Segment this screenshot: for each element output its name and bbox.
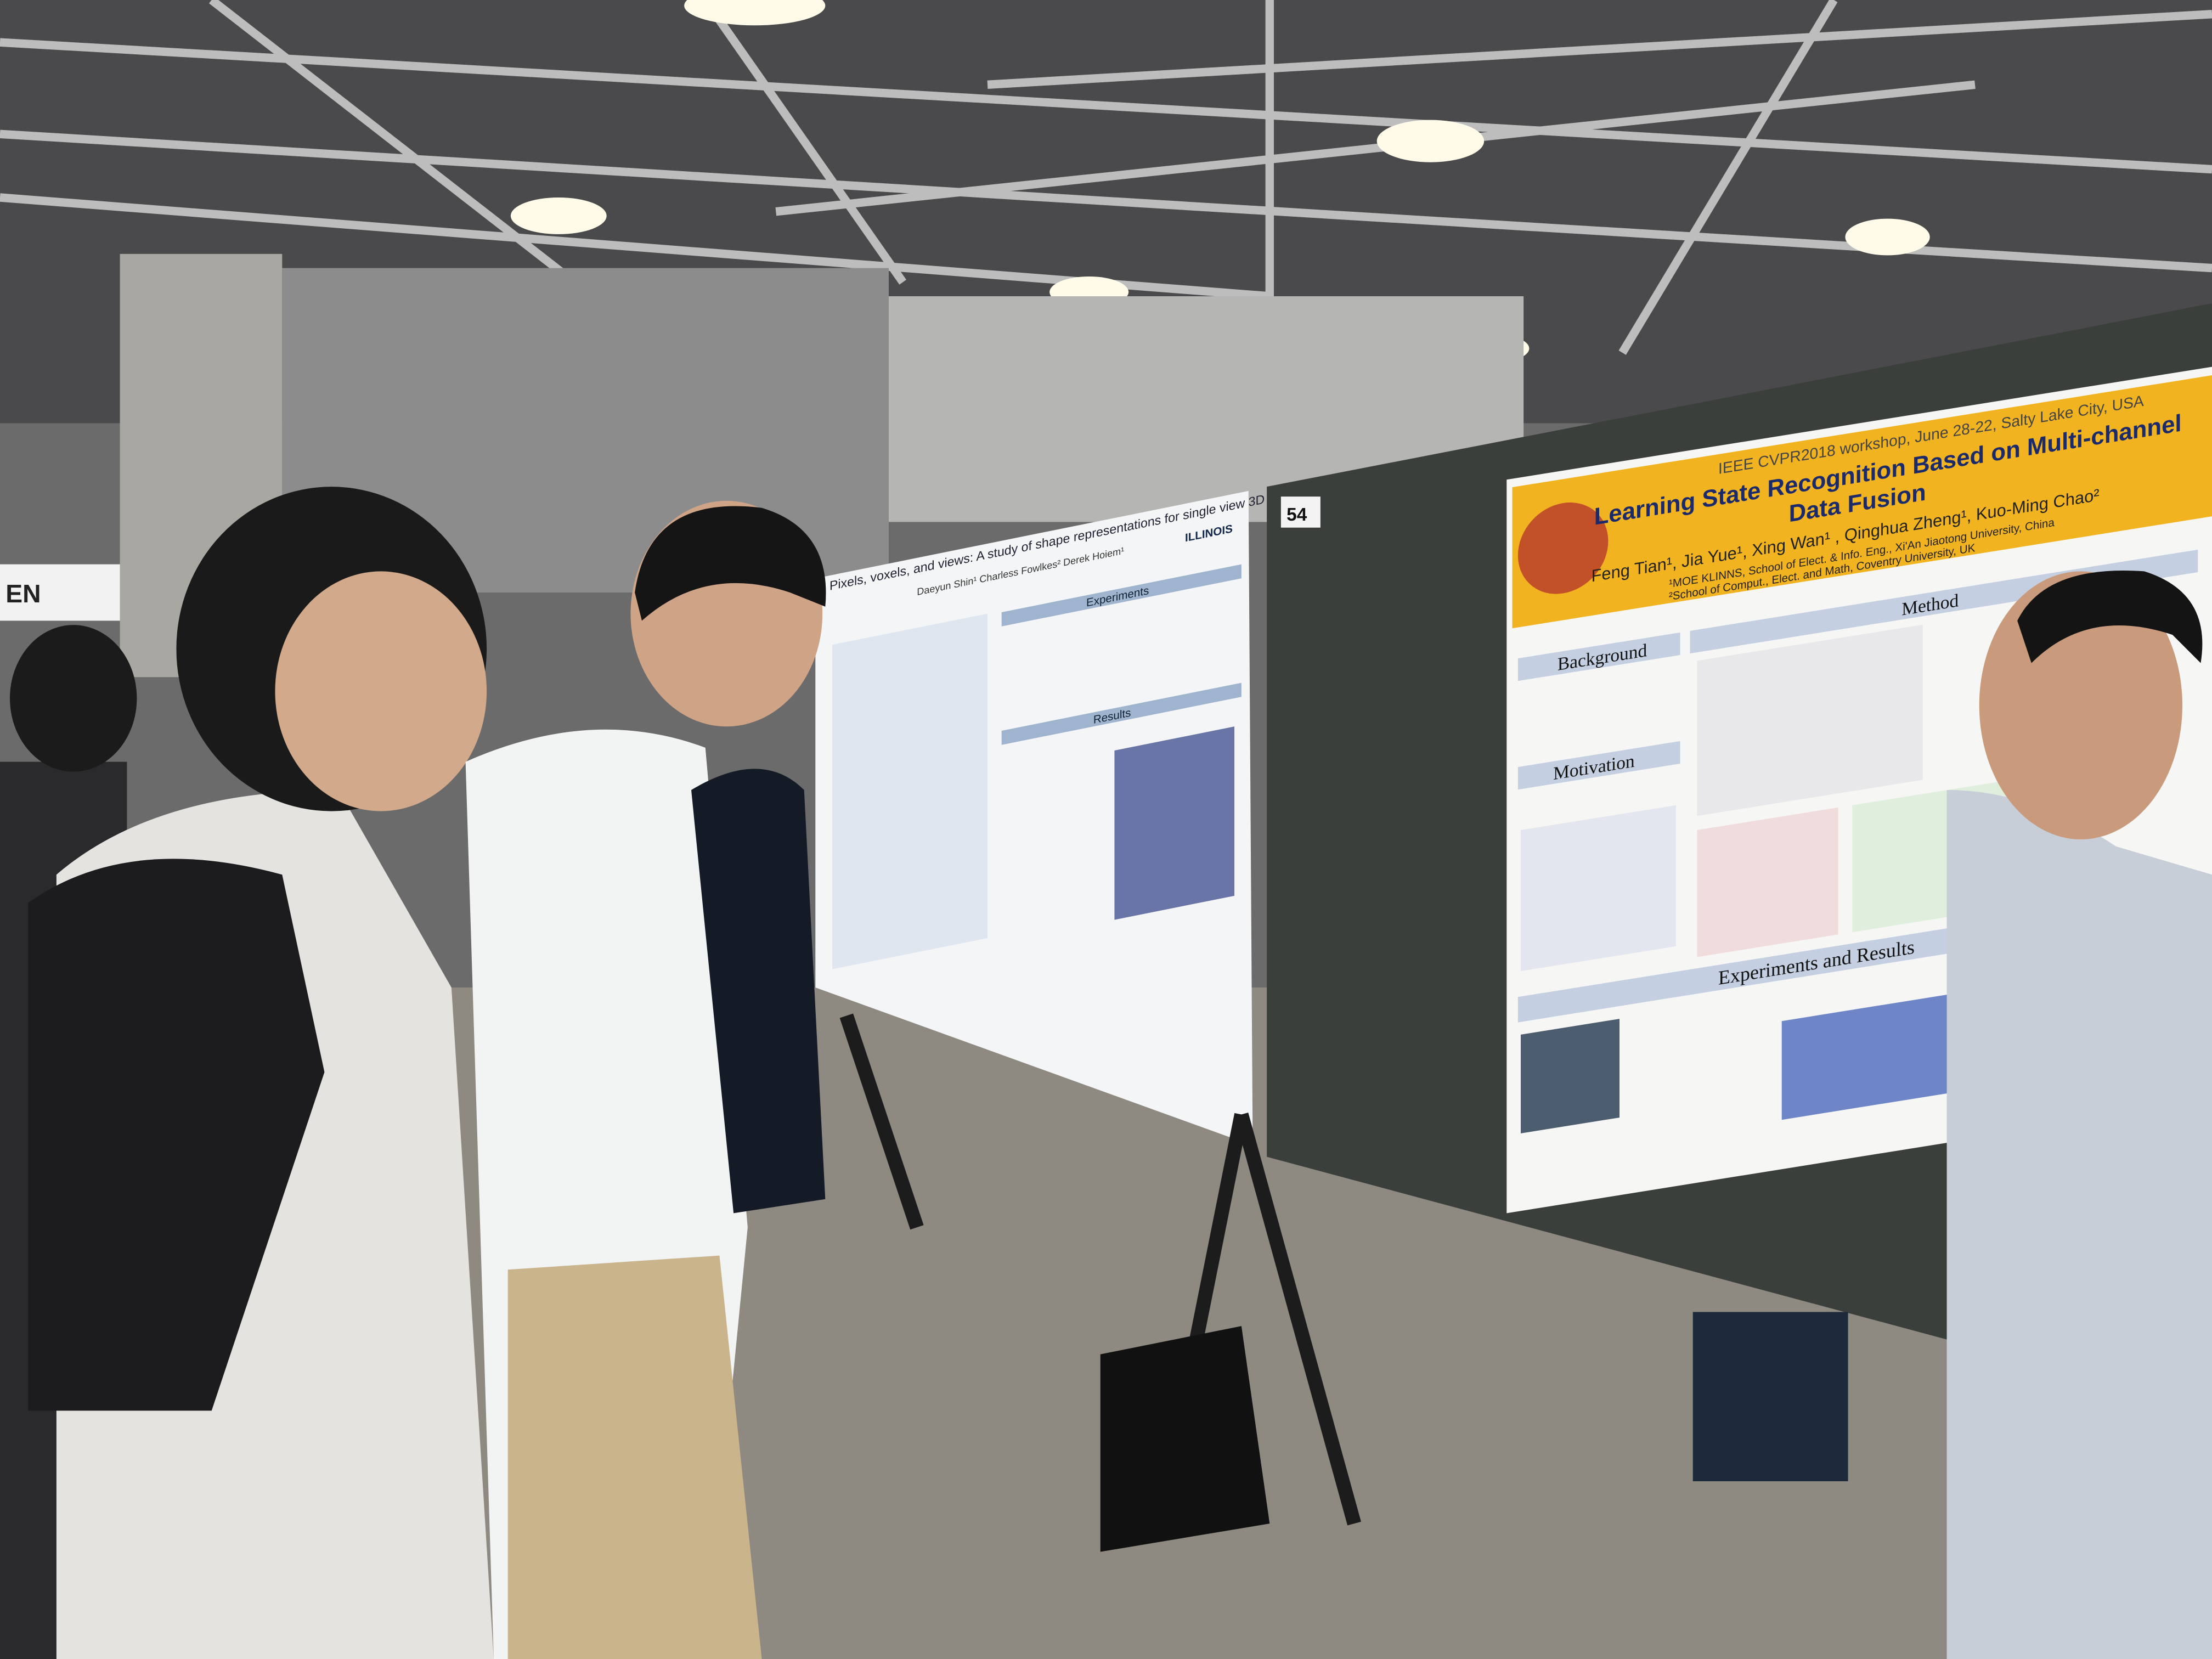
person-head <box>10 625 137 772</box>
university-logo <box>1517 502 1609 594</box>
poster-figure <box>1697 624 1923 816</box>
person-shirt <box>691 769 826 1214</box>
sign-text: EN <box>5 579 41 608</box>
poster-figure <box>1521 805 1676 972</box>
poster-figure <box>1697 807 1838 957</box>
poster-figures <box>1114 726 1234 920</box>
person-hair <box>635 506 826 621</box>
person-legs <box>1692 1312 1848 1481</box>
section-bar <box>1517 632 1680 681</box>
board-number-tag <box>1280 496 1321 528</box>
backpack <box>28 859 325 1411</box>
person-shirt <box>1946 790 2212 1659</box>
section-bar <box>1001 564 1242 627</box>
people <box>0 487 2212 1659</box>
person-hair <box>2017 571 2203 663</box>
section-bar <box>1001 682 1242 745</box>
person-trousers <box>507 1255 762 1659</box>
section-bar <box>1517 741 1680 790</box>
person-face <box>275 571 487 811</box>
poster-photo <box>1521 1019 1620 1133</box>
board-number: 54 <box>1286 505 1307 525</box>
poster-figures <box>832 613 988 969</box>
sign-board <box>0 564 120 621</box>
bag-on-floor <box>1100 1326 1270 1552</box>
ceiling-trusses <box>0 0 2212 355</box>
poster-chart <box>1781 994 1951 1120</box>
poster-header <box>1512 375 2212 629</box>
